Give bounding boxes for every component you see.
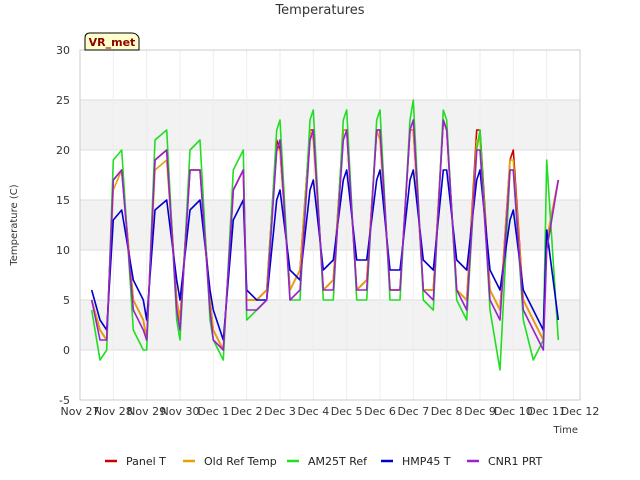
- legend-label: Panel T: [126, 455, 166, 468]
- x-tick-label: Dec 10: [494, 405, 533, 418]
- plot-frame: [79, 49, 581, 401]
- x-axis-label: Time: [553, 425, 578, 436]
- y-tick-label: 20: [56, 144, 70, 157]
- shaded-band: [80, 300, 580, 350]
- x-tick-label: Dec 2: [231, 405, 263, 418]
- y-tick-label: 25: [56, 94, 70, 107]
- series-line-hmp45-t: [90, 169, 560, 341]
- x-tick-label: Nov 27: [61, 405, 100, 418]
- series-lines: [90, 99, 560, 371]
- legend-label: AM25T Ref: [308, 455, 368, 468]
- shaded-band: [80, 200, 580, 250]
- x-tick-label: Dec 11: [527, 405, 566, 418]
- y-axis-label: Temperature (C): [9, 184, 20, 266]
- x-tick-label: Nov 29: [127, 405, 166, 418]
- x-tick-label: Dec 3: [264, 405, 296, 418]
- x-tick-label: Dec 5: [331, 405, 363, 418]
- y-tick-label: 10: [56, 244, 70, 257]
- y-axis-ticks: -5 0 5 10 15 20 25 30: [56, 44, 70, 407]
- y-tick-label: 0: [63, 344, 70, 357]
- series-line-cnr1-prt: [90, 119, 560, 351]
- chart-title: Temperatures: [274, 3, 364, 18]
- legend-label: CNR1 PRT: [488, 455, 543, 468]
- x-tick-label: Dec 7: [397, 405, 429, 418]
- x-tick-label: Dec 12: [561, 405, 600, 418]
- x-tick-label: Dec 8: [431, 405, 463, 418]
- shaded-band: [80, 100, 580, 150]
- x-tick-label: Dec 1: [197, 405, 229, 418]
- y-tick-label: 5: [63, 294, 70, 307]
- x-tick-label: Nov 28: [94, 405, 133, 418]
- legend-label: HMP45 T: [402, 455, 451, 468]
- x-tick-label: Dec 6: [364, 405, 396, 418]
- legend-label: Old Ref Temp: [204, 455, 277, 468]
- y-tick-label: 30: [56, 44, 70, 57]
- legend: Panel T Old Ref Temp AM25T Ref HMP45 T CNR1 …: [105, 455, 543, 468]
- x-tick-label: Dec 9: [464, 405, 496, 418]
- x-tick-label: Dec 4: [297, 405, 329, 418]
- plot-bands: [80, 100, 580, 350]
- x-tick-label: Nov 30: [161, 405, 200, 418]
- badge-label: VR_met: [89, 36, 136, 49]
- y-tick-label: 15: [56, 194, 70, 207]
- badge-shape: [84, 32, 140, 51]
- station-badge: VR_met: [84, 32, 140, 51]
- y-tick-label: -5: [59, 394, 70, 407]
